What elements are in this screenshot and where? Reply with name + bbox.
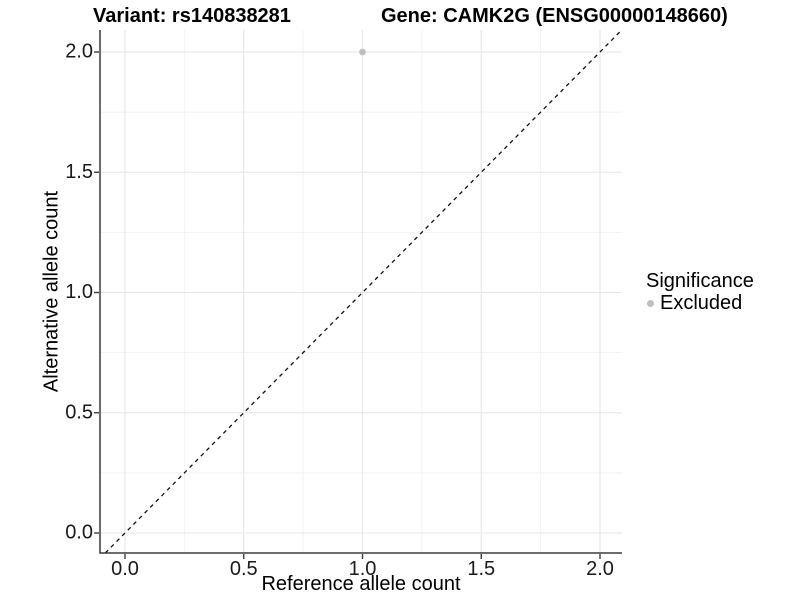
legend: Significance Excluded: [645, 270, 754, 313]
data-point-excluded: [359, 48, 366, 56]
x-tick-label: 1.0: [349, 558, 377, 580]
x-tick-label: 0.5: [230, 558, 258, 580]
y-tick-label: 1.0: [65, 281, 93, 303]
x-tick-label: 0.0: [111, 558, 139, 580]
plot-title-gene: Gene: CAMK2G (ENSG00000148660): [381, 5, 728, 27]
x-axis-title: Reference allele count: [261, 573, 461, 595]
y-tick-label: 1.5: [65, 161, 93, 183]
identity-reference-line: [104, 29, 623, 554]
legend-item-label: Excluded: [660, 292, 743, 314]
y-tick-label: 0.0: [65, 522, 93, 544]
y-tick-label: 2.0: [65, 41, 93, 63]
y-tick-label: 0.5: [65, 401, 93, 423]
legend-title: Significance: [646, 270, 754, 292]
legend-item-excluded: Excluded: [645, 293, 754, 313]
y-axis-title: Alternative allele count: [40, 190, 63, 393]
legend-point-icon: [647, 299, 654, 307]
x-tick-label: 2.0: [586, 558, 614, 580]
x-tick-label: 1.5: [467, 558, 495, 580]
plot-title-variant: Variant: rs140838281: [93, 5, 291, 27]
